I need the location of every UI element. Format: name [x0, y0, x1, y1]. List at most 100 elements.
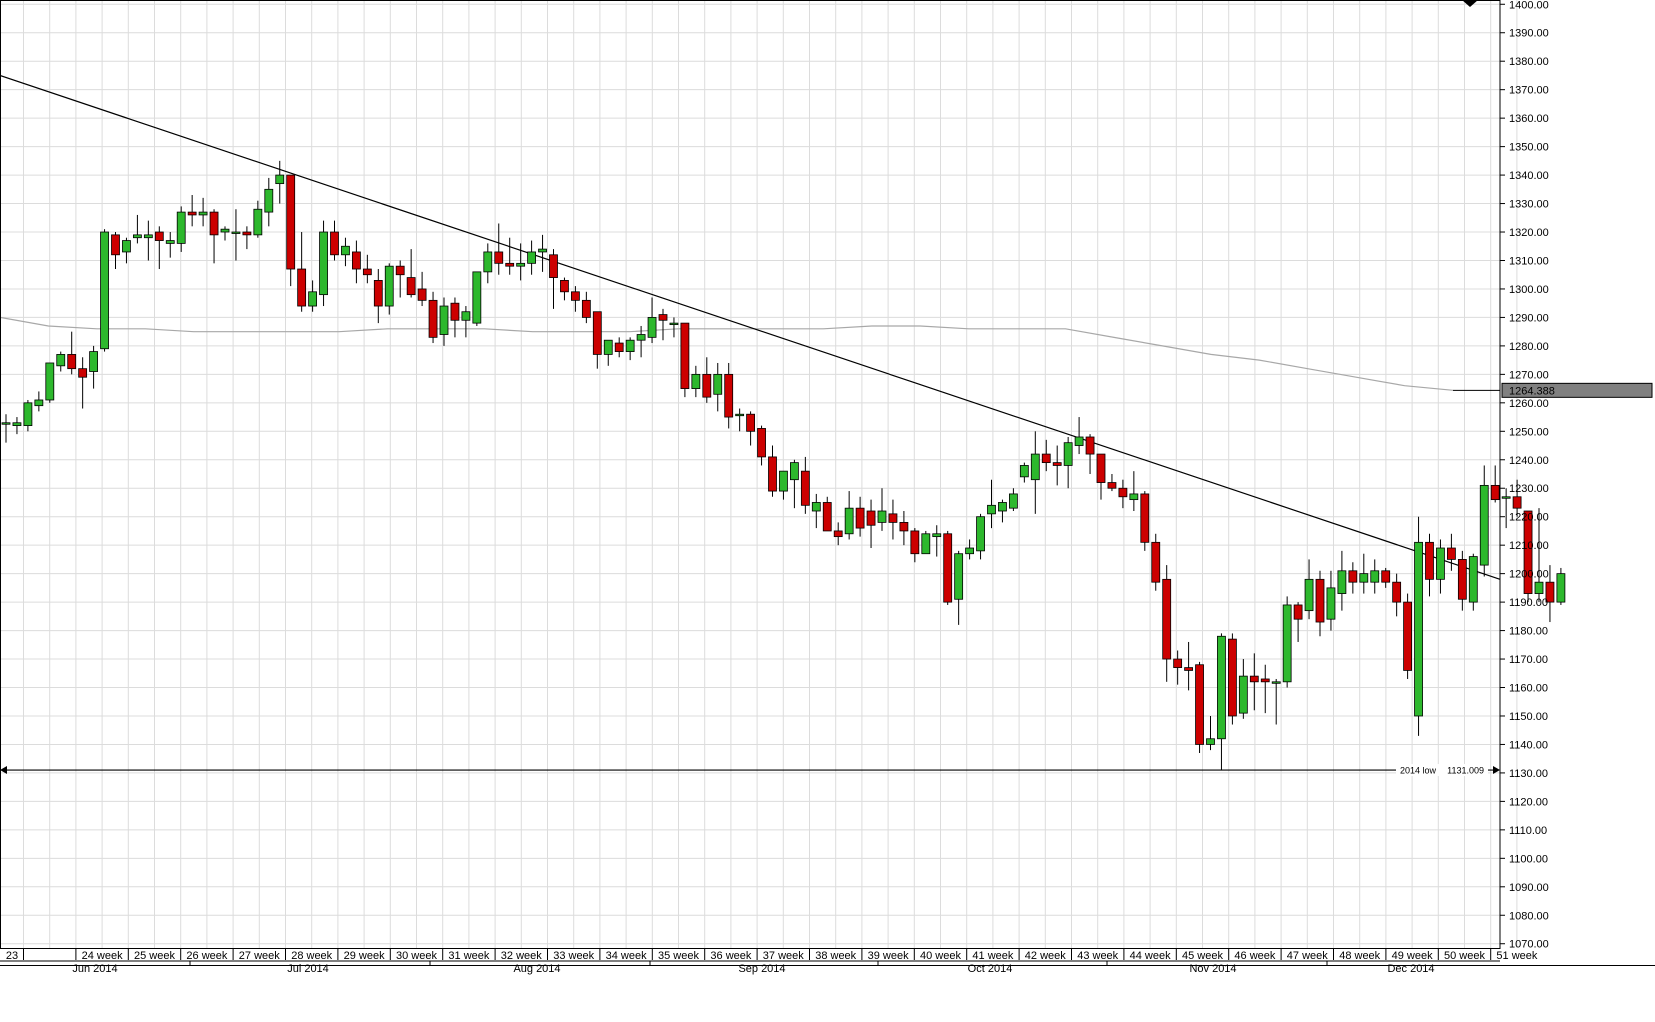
candle-body-up [1414, 541, 1423, 717]
candle-body-up [527, 251, 536, 264]
candle [1370, 559, 1380, 594]
candle [1063, 436, 1073, 489]
y-tick-label: 1100.00 [1509, 853, 1548, 865]
y-tick-label: 1290.00 [1509, 312, 1549, 324]
candle-body-up [1009, 493, 1018, 509]
candle [866, 499, 876, 549]
candle [100, 229, 109, 352]
candle-body-down [111, 234, 120, 256]
week-label: 41 week [972, 950, 1013, 962]
support-line-left-arrow [0, 766, 7, 775]
candle [231, 209, 241, 261]
candle [560, 277, 569, 301]
candle [286, 174, 296, 287]
y-tick-label: 1090.00 [1509, 882, 1549, 894]
week-label: 23 [6, 950, 18, 962]
candle [965, 539, 974, 560]
candle-body-down [1293, 604, 1303, 620]
candle-body-down [1151, 541, 1161, 583]
candle [319, 220, 328, 307]
candle [45, 362, 55, 403]
candle-body-down [1490, 484, 1500, 501]
candle [1019, 462, 1029, 483]
candle-body-down [187, 211, 197, 216]
candle [1556, 567, 1566, 605]
candle [417, 271, 427, 307]
candle [592, 311, 602, 369]
candle-body-down [768, 456, 777, 492]
candle-body-down [1447, 547, 1456, 560]
candle-body-up [625, 339, 635, 352]
candle [1052, 445, 1062, 486]
y-tick-label: 1270.00 [1509, 369, 1549, 381]
month-label: Sep 2014 [738, 963, 785, 975]
candle [1534, 508, 1544, 603]
candle [483, 243, 493, 284]
month-label: Dec 2014 [1387, 963, 1434, 975]
candle-body-down [1392, 581, 1402, 603]
candle-body-up [319, 231, 328, 296]
candle [910, 528, 920, 563]
week-label: 48 week [1339, 950, 1380, 962]
candle-body-up [998, 502, 1007, 512]
y-tick-label: 1260.00 [1509, 398, 1549, 410]
candle [549, 249, 558, 309]
candle-body-up [264, 188, 274, 213]
candle [1545, 565, 1555, 623]
week-label: 34 week [606, 950, 647, 962]
candle [1238, 659, 1248, 719]
candle [111, 232, 120, 270]
candle-body-up [1063, 442, 1073, 466]
candle-body-down [78, 368, 88, 378]
candle-body-up [143, 234, 153, 239]
candle-body-down [1096, 453, 1106, 483]
candle [768, 445, 777, 497]
candle [1523, 510, 1533, 603]
y-tick-label: 1220.00 [1509, 512, 1549, 524]
candle [1249, 653, 1259, 711]
candle [1074, 417, 1084, 455]
candle [1129, 471, 1139, 512]
candle [943, 530, 953, 605]
candle [1030, 431, 1040, 514]
candle-body-down [505, 262, 515, 267]
candle [472, 271, 482, 326]
candle [1457, 550, 1467, 611]
candle [647, 297, 657, 344]
y-tick-label: 1390.00 [1509, 28, 1549, 40]
candle [1315, 570, 1325, 637]
candle [1501, 488, 1511, 529]
candle [658, 308, 668, 341]
y-tick-label: 1210.00 [1509, 540, 1549, 552]
candle-body-down [560, 280, 569, 293]
candle [1392, 573, 1402, 617]
candle-body-down [242, 231, 252, 236]
candle [724, 362, 734, 429]
week-label: 25 week [134, 950, 175, 962]
candle [1195, 661, 1204, 753]
week-label: 26 week [186, 950, 227, 962]
candle [625, 337, 635, 361]
candle-body-up [790, 462, 799, 481]
candle-body-down [406, 277, 416, 296]
candle [1173, 650, 1183, 685]
week-label: 38 week [815, 950, 856, 962]
y-tick-label: 1070.00 [1509, 939, 1549, 951]
candle-body-up [100, 231, 109, 350]
candle [34, 391, 44, 412]
candle [571, 286, 580, 312]
candle [899, 511, 909, 546]
candle-body-down [1107, 482, 1117, 489]
candle-body-up [176, 211, 186, 244]
week-label: 46 week [1234, 950, 1275, 962]
candle [516, 243, 526, 281]
candle-body-up [253, 208, 263, 236]
candle [581, 291, 591, 324]
candle [1381, 567, 1391, 588]
candle-body-up [538, 248, 547, 253]
candle [976, 513, 985, 560]
top-marker-icon [1462, 0, 1478, 7]
candle [1425, 533, 1434, 597]
candle-body-down [1403, 601, 1412, 671]
trendline [0, 74, 1501, 580]
